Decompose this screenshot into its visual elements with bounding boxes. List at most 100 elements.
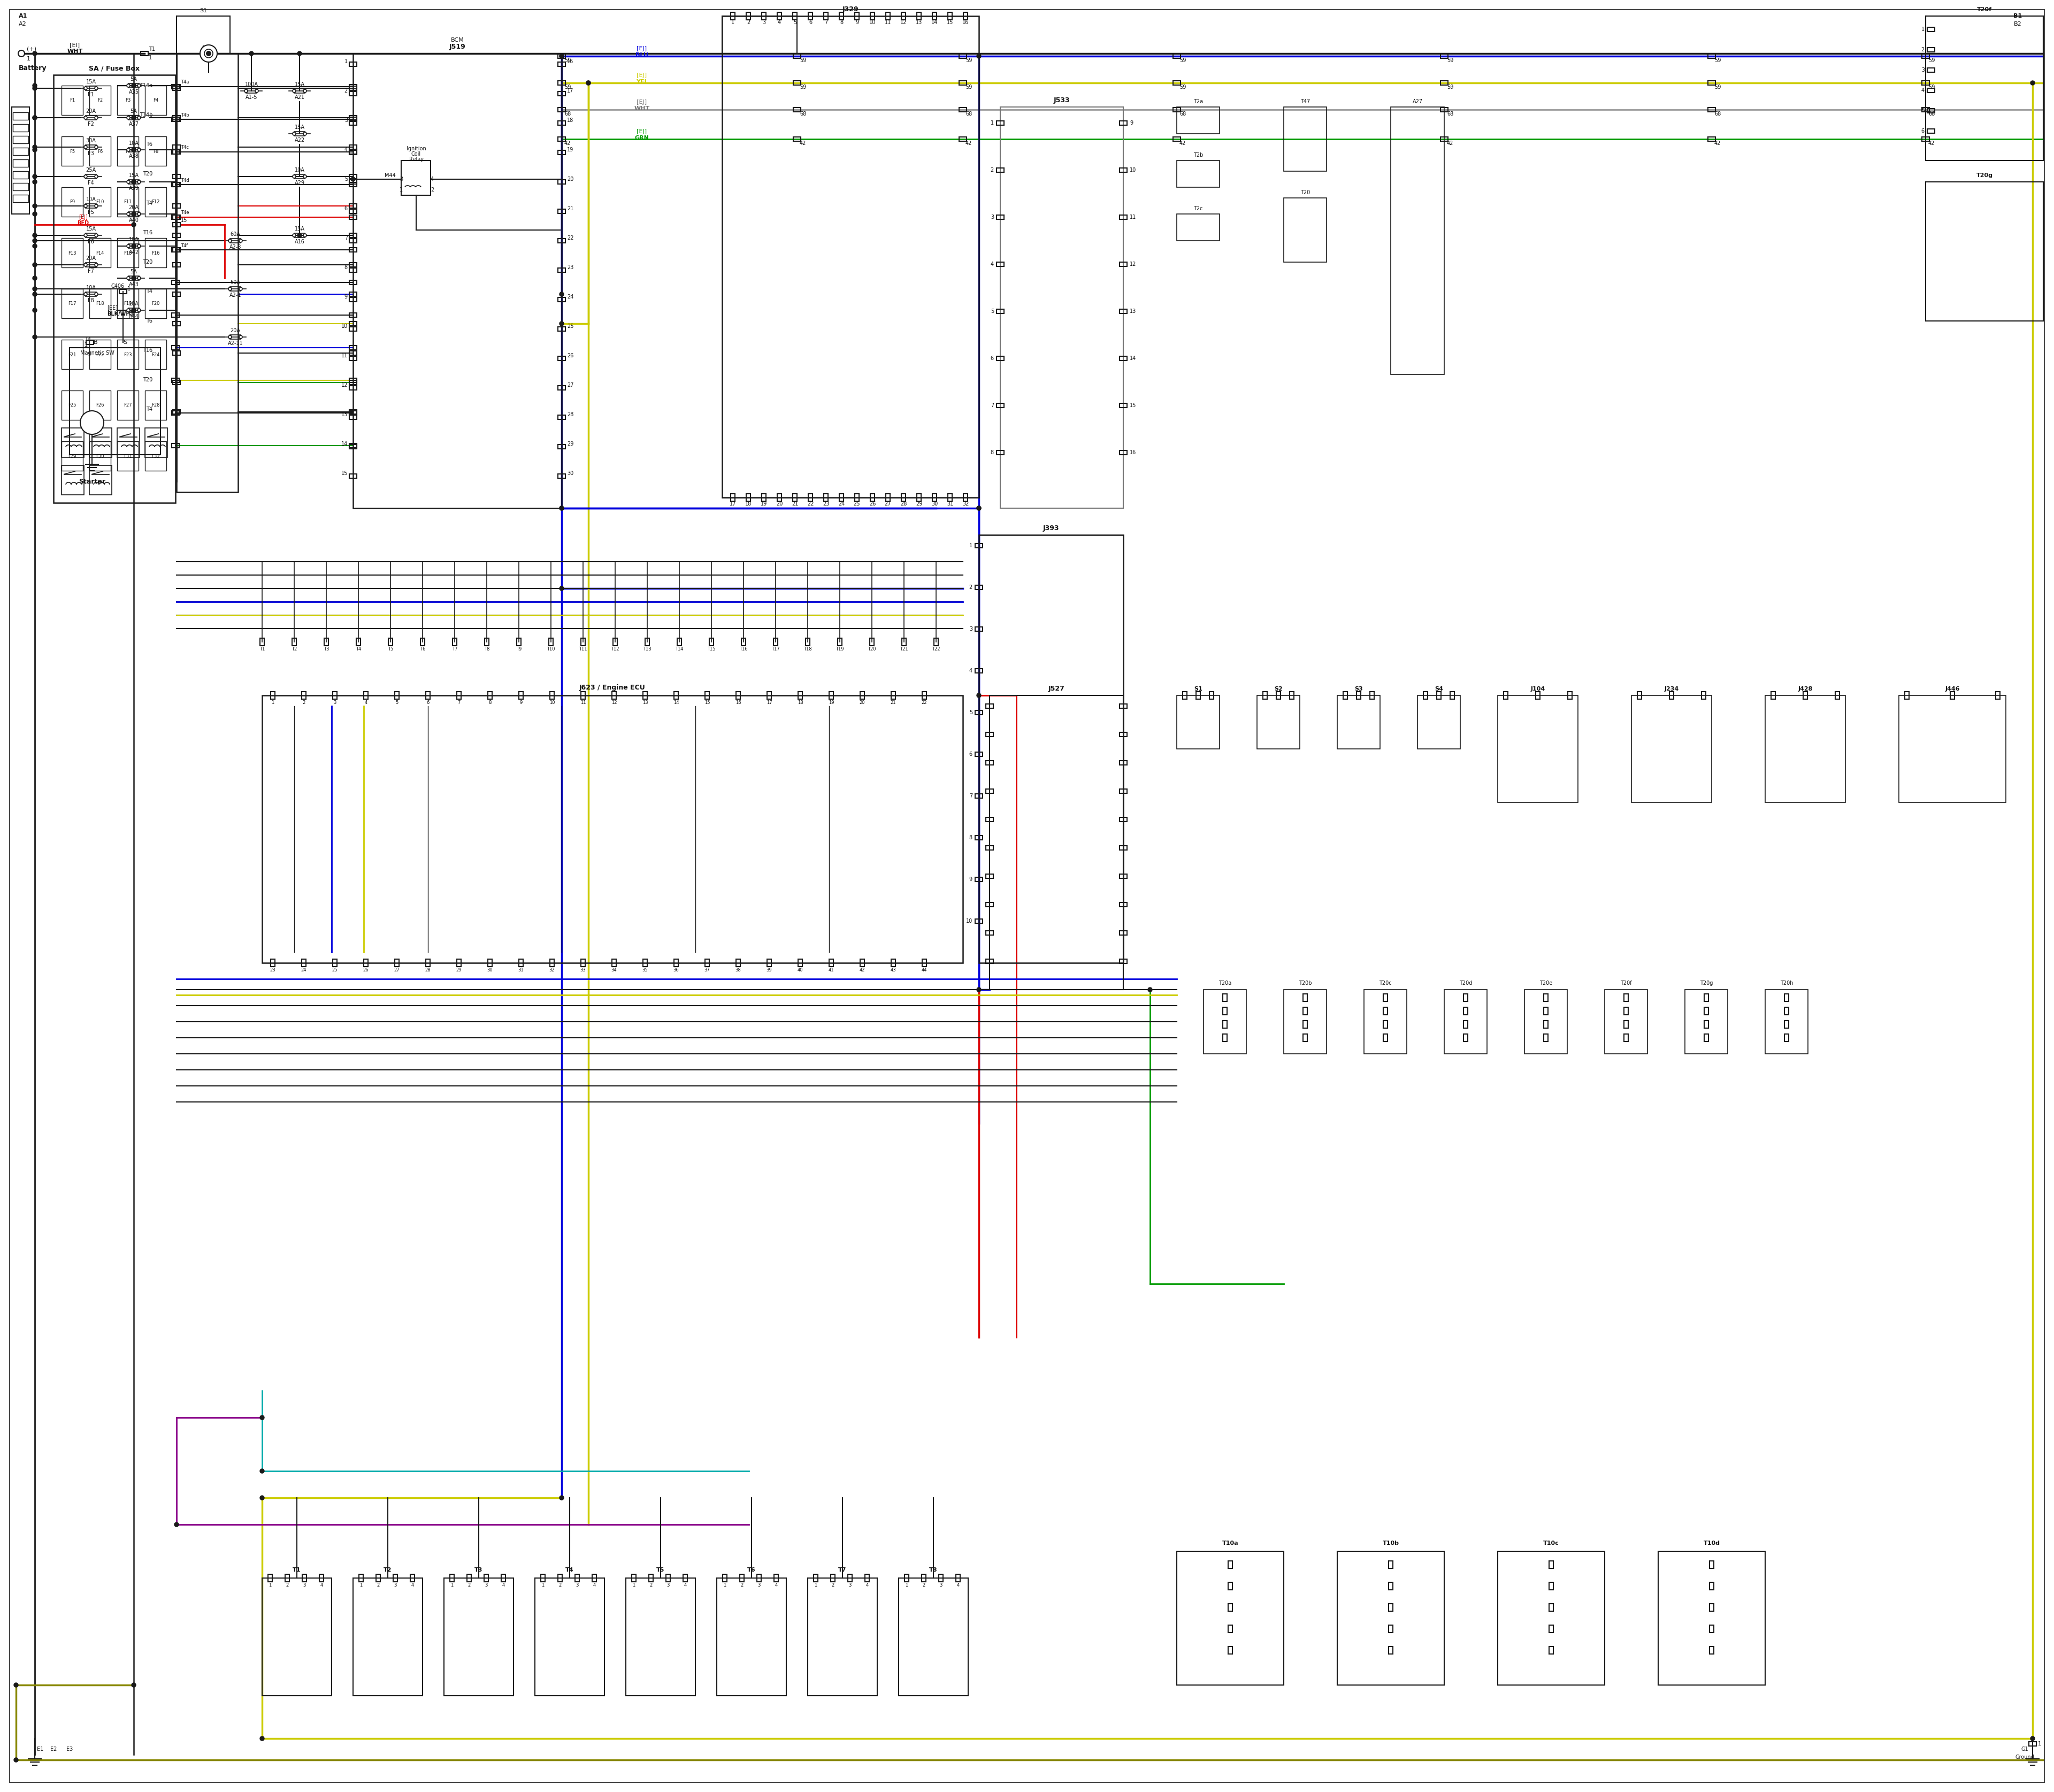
- Bar: [1119, 120, 1128, 125]
- Bar: [902, 495, 906, 502]
- Circle shape: [14, 1758, 18, 1762]
- Bar: [976, 753, 982, 756]
- Text: E3: E3: [66, 1747, 72, 1753]
- Bar: [349, 443, 357, 448]
- Bar: [1302, 1034, 1306, 1041]
- Bar: [705, 692, 709, 699]
- Circle shape: [292, 90, 296, 93]
- Circle shape: [127, 276, 129, 280]
- Bar: [1549, 1647, 1553, 1654]
- Bar: [559, 136, 565, 142]
- Bar: [1923, 136, 1929, 142]
- Text: T6: T6: [146, 142, 152, 147]
- Bar: [559, 120, 565, 125]
- Bar: [1228, 1647, 1232, 1654]
- Bar: [1927, 109, 1935, 113]
- Text: 10A: 10A: [86, 285, 97, 290]
- Bar: [1497, 695, 1577, 803]
- Bar: [88, 86, 111, 115]
- Bar: [518, 638, 522, 645]
- Bar: [489, 692, 493, 699]
- Bar: [996, 403, 1004, 407]
- Bar: [1417, 695, 1460, 749]
- Circle shape: [351, 177, 355, 181]
- Circle shape: [304, 133, 306, 136]
- Bar: [1462, 1007, 1469, 1014]
- Bar: [88, 428, 111, 457]
- Bar: [173, 183, 179, 186]
- Bar: [1356, 692, 1360, 699]
- Bar: [1119, 450, 1128, 455]
- Text: 2: 2: [832, 1582, 834, 1588]
- Text: 2: 2: [286, 1582, 290, 1588]
- Text: 17: 17: [567, 88, 573, 93]
- Bar: [976, 586, 982, 590]
- Bar: [986, 733, 994, 737]
- Bar: [425, 692, 429, 699]
- Bar: [996, 215, 1004, 219]
- Text: T20: T20: [867, 647, 875, 652]
- Text: T1: T1: [259, 647, 265, 652]
- Circle shape: [585, 81, 592, 84]
- Circle shape: [84, 204, 86, 208]
- Text: 22: 22: [567, 235, 573, 240]
- Text: [EJ]: [EJ]: [637, 129, 647, 134]
- Bar: [62, 340, 82, 369]
- Bar: [173, 443, 179, 448]
- Bar: [127, 147, 140, 152]
- Text: T47: T47: [1300, 99, 1310, 104]
- Text: F9: F9: [70, 199, 74, 204]
- Text: 12: 12: [1130, 262, 1136, 267]
- Text: A42: A42: [129, 249, 140, 254]
- Text: T22: T22: [933, 647, 941, 652]
- Bar: [1709, 1582, 1713, 1590]
- Text: 3: 3: [969, 627, 972, 633]
- Text: T20: T20: [142, 376, 152, 382]
- Text: 3: 3: [762, 20, 766, 25]
- Text: T3: T3: [325, 647, 329, 652]
- Circle shape: [33, 211, 37, 217]
- Bar: [349, 151, 357, 154]
- Circle shape: [559, 586, 563, 591]
- Text: M: M: [88, 419, 94, 426]
- Text: [EJ]: [EJ]: [637, 100, 647, 106]
- Bar: [830, 692, 834, 699]
- Text: 43: 43: [891, 968, 896, 973]
- Bar: [127, 179, 140, 185]
- Bar: [349, 410, 357, 416]
- Bar: [349, 385, 357, 391]
- Text: 30A: 30A: [86, 138, 97, 143]
- Text: F29: F29: [68, 453, 76, 459]
- Bar: [117, 428, 140, 457]
- Bar: [805, 638, 809, 645]
- Text: 7: 7: [345, 235, 347, 240]
- Bar: [793, 54, 801, 59]
- Circle shape: [228, 335, 232, 339]
- Text: 19: 19: [567, 147, 573, 152]
- Text: T8: T8: [485, 647, 489, 652]
- Text: T2: T2: [292, 647, 298, 652]
- Text: 30: 30: [567, 471, 573, 477]
- Text: 1: 1: [1920, 27, 1925, 32]
- Text: SA / Fuse Box: SA / Fuse Box: [88, 65, 140, 72]
- Circle shape: [131, 147, 136, 152]
- Text: F15: F15: [123, 251, 131, 256]
- Text: 68: 68: [1446, 111, 1454, 116]
- Text: 50A: 50A: [230, 280, 240, 285]
- Bar: [88, 391, 111, 419]
- Text: T2c: T2c: [1193, 206, 1204, 211]
- Bar: [349, 86, 357, 90]
- Bar: [173, 351, 181, 355]
- Text: 4: 4: [431, 177, 433, 181]
- Bar: [1545, 995, 1549, 1002]
- Text: Battery: Battery: [18, 65, 47, 72]
- Text: 11: 11: [1130, 215, 1136, 220]
- Text: 5: 5: [396, 701, 398, 706]
- Bar: [294, 131, 304, 136]
- Circle shape: [559, 292, 563, 296]
- Bar: [173, 145, 181, 149]
- Bar: [986, 846, 994, 849]
- Text: T14b: T14b: [140, 113, 152, 118]
- Bar: [1423, 692, 1428, 699]
- Text: 17: 17: [766, 701, 772, 706]
